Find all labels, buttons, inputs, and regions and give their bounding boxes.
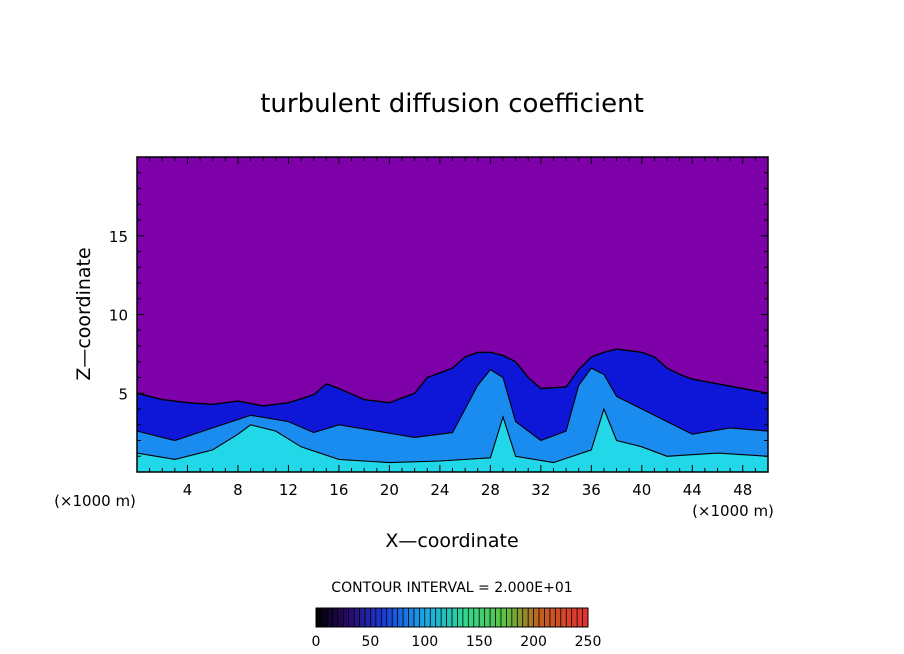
contour-interval-label: CONTOUR INTERVAL = 2.000E+01 xyxy=(331,580,572,596)
colorbar-tick-label: 200 xyxy=(520,634,547,650)
contour-mid-layer xyxy=(137,367,768,442)
x-unit-right: (×1000 m) xyxy=(692,502,774,520)
contour-lines xyxy=(137,348,768,464)
x-tick-label: 4 xyxy=(183,481,193,499)
plot-area xyxy=(137,157,768,472)
x-tick-label: 48 xyxy=(733,481,752,499)
x-axis-label: X—coordinate xyxy=(385,530,518,552)
x-unit-left: (×1000 m) xyxy=(54,492,136,510)
colorbar-tick-label: 150 xyxy=(466,634,493,650)
chart-title: turbulent diffusion coefficient xyxy=(260,89,644,119)
x-axis-ticks: 4 8 12 16 20 24 28 32 36 40 44 48 xyxy=(149,157,756,499)
x-tick-label: 20 xyxy=(380,481,399,499)
y-tick-label: 10 xyxy=(109,307,128,325)
x-tick-label: 8 xyxy=(233,481,243,499)
colorbar-tick-label: 0 xyxy=(312,634,321,650)
y-axis-ticks: 5 10 15 xyxy=(109,172,768,457)
x-tick-label: 24 xyxy=(430,481,449,499)
y-tick-label: 15 xyxy=(109,228,128,246)
colorbar-levels xyxy=(315,608,589,627)
x-tick-label: 40 xyxy=(632,481,651,499)
x-tick-label: 32 xyxy=(531,481,550,499)
x-tick-label: 44 xyxy=(683,481,702,499)
x-tick-label: 16 xyxy=(329,481,348,499)
colorbar-tick-label: 250 xyxy=(575,634,602,650)
colorbar-ticks: 0 50 100 150 200 250 xyxy=(312,634,602,650)
colorbar-tick-label: 100 xyxy=(411,634,438,650)
x-tick-label: 36 xyxy=(582,481,601,499)
x-tick-label: 28 xyxy=(481,481,500,499)
contour-high-layer xyxy=(137,407,768,464)
y-tick-label: 5 xyxy=(118,385,128,403)
contour-boundary-layer xyxy=(137,348,768,407)
colorbar-tick-label: 50 xyxy=(361,634,379,650)
y-axis-label: Z—coordinate xyxy=(73,247,95,380)
x-tick-label: 12 xyxy=(279,481,298,499)
